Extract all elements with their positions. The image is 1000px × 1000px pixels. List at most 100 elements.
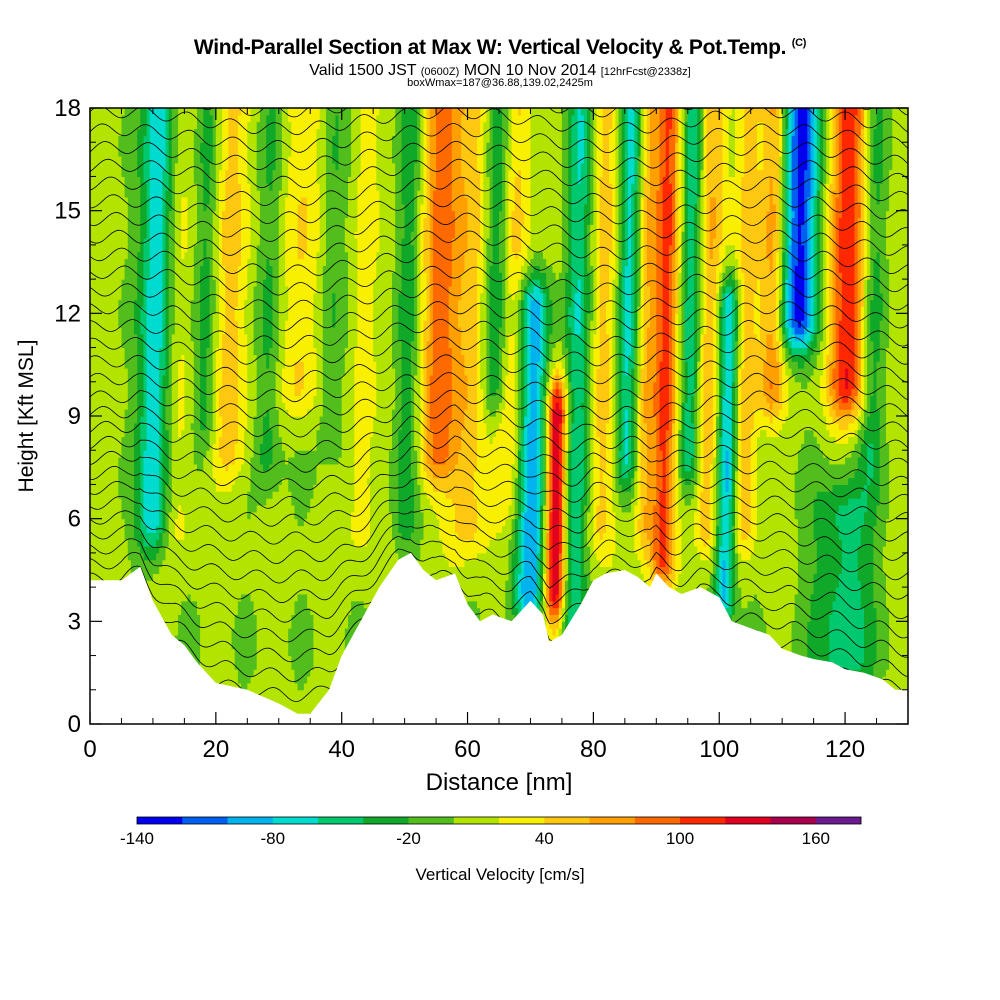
w-cell: [222, 642, 226, 649]
w-cell: [153, 464, 157, 471]
w-cell: [147, 512, 151, 519]
w-cell: [181, 519, 185, 526]
w-cell: [222, 498, 226, 505]
w-cell: [200, 580, 204, 587]
w-cell: [235, 464, 239, 471]
w-cell: [200, 204, 204, 211]
w-cell: [222, 231, 226, 238]
w-cell: [241, 300, 245, 307]
w-cell: [166, 224, 170, 231]
w-cell: [206, 498, 210, 505]
w-cell: [188, 170, 192, 177]
w-cell: [118, 142, 122, 149]
w-cell: [140, 402, 144, 409]
w-cell: [241, 498, 245, 505]
w-cell: [206, 279, 210, 286]
w-cell: [200, 594, 204, 601]
w-cell: [216, 512, 220, 519]
w-cell: [147, 519, 151, 526]
w-cell: [188, 539, 192, 546]
w-cell: [235, 348, 239, 355]
w-cell: [235, 375, 239, 382]
w-cell: [222, 129, 226, 136]
w-cell: [216, 628, 220, 635]
w-cell: [188, 498, 192, 505]
w-cell: [93, 279, 97, 286]
w-cell: [134, 382, 138, 389]
w-cell: [118, 231, 122, 238]
w-cell: [181, 176, 185, 183]
w-cell: [140, 259, 144, 266]
w-cell: [235, 423, 239, 430]
w-cell: [235, 361, 239, 368]
w-cell: [106, 334, 110, 341]
w-cell: [206, 430, 210, 437]
w-cell: [235, 197, 239, 204]
w-cell: [235, 580, 239, 587]
w-cell: [153, 190, 157, 197]
w-cell: [175, 279, 179, 286]
w-cell: [228, 505, 232, 512]
w-cell: [181, 183, 185, 190]
w-cell: [257, 252, 261, 259]
w-cell: [93, 375, 97, 382]
w-cell: [257, 409, 261, 416]
w-cell: [125, 163, 129, 170]
w-cell: [93, 176, 97, 183]
w-cell: [112, 163, 116, 170]
w-cell: [99, 567, 103, 574]
w-cell: [112, 238, 116, 245]
w-cell: [159, 519, 163, 526]
w-cell: [153, 224, 157, 231]
w-cell: [235, 327, 239, 334]
w-cell: [241, 382, 245, 389]
w-cell: [257, 478, 261, 485]
w-cell: [222, 122, 226, 129]
w-cell: [159, 437, 163, 444]
w-cell: [99, 348, 103, 355]
w-cell: [222, 505, 226, 512]
w-cell: [112, 272, 116, 279]
w-cell: [228, 218, 232, 225]
w-cell: [181, 512, 185, 519]
w-cell: [181, 142, 185, 149]
w-cell: [235, 129, 239, 136]
w-cell: [206, 464, 210, 471]
w-cell: [206, 608, 210, 615]
w-cell: [106, 307, 110, 314]
w-cell: [235, 396, 239, 403]
w-cell: [222, 142, 226, 149]
w-cell: [118, 389, 122, 396]
w-cell: [93, 211, 97, 218]
w-cell: [93, 245, 97, 252]
w-cell: [188, 176, 192, 183]
w-cell: [93, 416, 97, 423]
w-cell: [166, 505, 170, 512]
w-cell: [247, 231, 251, 238]
w-cell: [257, 135, 261, 142]
w-cell: [216, 608, 220, 615]
w-cell: [118, 122, 122, 129]
w-cell: [241, 642, 245, 649]
w-cell: [118, 293, 122, 300]
w-cell: [241, 587, 245, 594]
w-cell: [118, 272, 122, 279]
w-cell: [93, 265, 97, 272]
w-cell: [134, 396, 138, 403]
w-cell: [112, 375, 116, 382]
w-cell: [228, 450, 232, 457]
w-cell: [200, 334, 204, 341]
w-cell: [147, 142, 151, 149]
w-cell: [247, 293, 251, 300]
w-cell: [222, 204, 226, 211]
w-cell: [175, 204, 179, 211]
w-cell: [228, 361, 232, 368]
w-cell: [159, 183, 163, 190]
w-cell: [99, 539, 103, 546]
w-cell: [206, 341, 210, 348]
w-cell: [153, 450, 157, 457]
w-cell: [153, 163, 157, 170]
w-cell: [222, 149, 226, 156]
w-cell: [153, 265, 157, 272]
w-cell: [125, 252, 129, 259]
